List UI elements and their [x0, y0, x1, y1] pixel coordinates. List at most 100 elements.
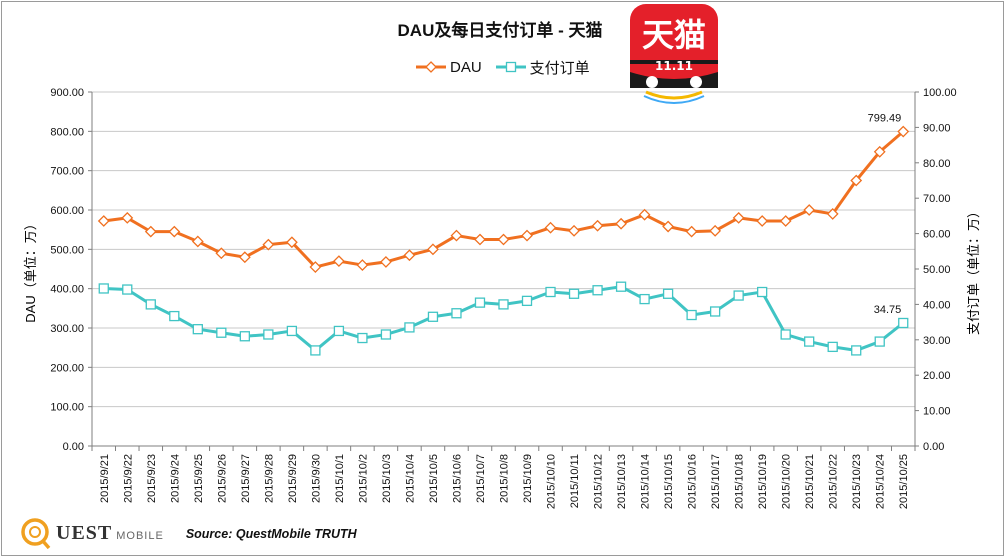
left-tick-label: 900.00	[50, 87, 84, 99]
data-point-orders	[568, 288, 580, 299]
data-point-orders	[521, 295, 533, 307]
x-tick-label: 2015/10/22	[828, 454, 840, 509]
x-tick-label: 2015/10/19	[757, 454, 769, 509]
data-point-orders	[98, 283, 109, 294]
left-tick-label: 300.00	[50, 323, 84, 335]
data-point-dau	[403, 249, 416, 262]
y-axis-title: DAU（单位：万）	[23, 217, 38, 322]
x-tick-label: 2015/10/24	[875, 454, 887, 509]
x-tick-label: 2015/10/8	[499, 454, 511, 503]
data-point-orders	[498, 299, 509, 310]
x-tick-label: 2015/9/22	[122, 454, 134, 503]
x-tick-label: 2015/10/3	[381, 454, 393, 503]
data-point-dau	[850, 174, 863, 187]
legend-dau-label: DAU	[450, 58, 482, 76]
data-point-dau	[803, 204, 816, 216]
data-point-dau	[521, 229, 533, 242]
data-point-dau	[732, 211, 745, 224]
legend: DAU 支付订单	[416, 56, 590, 78]
x-tick-label: 2015/10/25	[898, 454, 910, 509]
data-point-dau	[215, 247, 228, 260]
data-point-dau	[309, 261, 322, 273]
data-point-dau	[168, 225, 181, 238]
left-tick-label: 200.00	[50, 362, 84, 374]
right-tick-label: 80.00	[923, 158, 951, 170]
series-layer	[97, 125, 910, 356]
left-tick-label: 400.00	[50, 284, 84, 296]
x-tick-label: 2015/10/7	[475, 454, 487, 503]
x-tick-label: 2015/9/29	[287, 454, 299, 503]
data-point-orders	[874, 336, 885, 347]
x-tick-label: 2015/10/17	[710, 454, 722, 509]
x-tick-label: 2015/10/18	[734, 454, 746, 509]
data-point-dau	[262, 238, 275, 251]
data-point-dau	[779, 215, 792, 227]
data-labels: 799.49 34.75	[868, 113, 902, 316]
data-point-orders	[192, 324, 203, 335]
data-point-dau	[497, 233, 510, 246]
left-tick-label: 700.00	[50, 166, 84, 178]
left-tick-label: 800.00	[50, 126, 84, 138]
data-point-dau	[238, 251, 251, 264]
data-point-dau	[709, 224, 722, 237]
x-tick-label: 2015/9/23	[146, 454, 158, 503]
x-tick-label: 2015/10/12	[593, 454, 605, 509]
x-tick-label: 2015/10/15	[663, 454, 675, 509]
source-note: Source: QuestMobile TRUTH	[185, 527, 357, 541]
questmobile-logo-icon	[21, 518, 51, 550]
data-point-orders	[662, 288, 674, 299]
x-tick-label: 2015/10/14	[640, 454, 652, 509]
data-point-dau	[450, 229, 463, 242]
data-point-dau	[97, 215, 110, 227]
x-tick-label: 2015/10/11	[569, 454, 581, 508]
data-point-dau	[285, 236, 298, 249]
data-point-orders	[427, 311, 439, 322]
data-point-orders	[145, 299, 156, 310]
data-point-dau	[662, 220, 675, 233]
x-tick-label: 2015/10/21	[804, 454, 816, 509]
data-point-dau	[568, 224, 580, 237]
right-tick-label: 60.00	[923, 229, 951, 241]
data-point-orders	[639, 293, 650, 305]
data-point-orders	[357, 332, 368, 344]
data-point-orders	[380, 329, 392, 340]
data-point-orders	[333, 325, 345, 337]
data-point-orders	[169, 310, 180, 322]
series-line-dau	[103, 130, 905, 269]
data-point-dau	[427, 243, 439, 256]
series-line-orders	[103, 285, 905, 352]
data-point-orders	[286, 325, 298, 337]
x-tick-label: 2015/10/9	[522, 454, 534, 503]
right-tick-label: 30.00	[923, 335, 951, 347]
x-tick-label: 2015/10/1	[334, 454, 346, 503]
left-tick-label: 0.00	[63, 441, 84, 453]
data-point-dau	[615, 217, 627, 230]
right-tick-label: 0.00	[923, 441, 944, 453]
data-point-dau	[897, 125, 910, 138]
right-tick-label: 70.00	[923, 193, 951, 205]
data-point-orders	[804, 336, 815, 347]
data-point-dau	[638, 208, 651, 221]
x-tick-label: 2015/10/23	[851, 454, 863, 509]
data-point-dau	[356, 259, 369, 271]
chart-title: DAU及每日支付订单 - 天猫	[397, 21, 603, 40]
data-point-dau	[591, 219, 604, 232]
left-tick-label: 500.00	[50, 244, 84, 256]
data-point-orders	[733, 290, 744, 301]
right-tick-label: 90.00	[923, 122, 951, 134]
data-point-orders	[239, 331, 250, 342]
x-tick-label: 2015/10/10	[546, 454, 558, 509]
axes	[91, 92, 916, 447]
right-tick-label: 40.00	[923, 299, 951, 311]
data-point-dau	[121, 211, 134, 224]
legend-item-dau: DAU	[416, 59, 482, 76]
legend-orders-marker	[495, 61, 526, 73]
data-point-orders	[686, 309, 697, 321]
data-point-dau	[332, 255, 345, 268]
data-point-dau	[685, 225, 698, 238]
data-point-orders	[615, 281, 627, 292]
data-point-orders	[216, 327, 227, 338]
data-point-dau	[756, 215, 769, 227]
x-tick-label: 2015/10/2	[357, 454, 369, 503]
data-point-orders	[757, 286, 768, 298]
